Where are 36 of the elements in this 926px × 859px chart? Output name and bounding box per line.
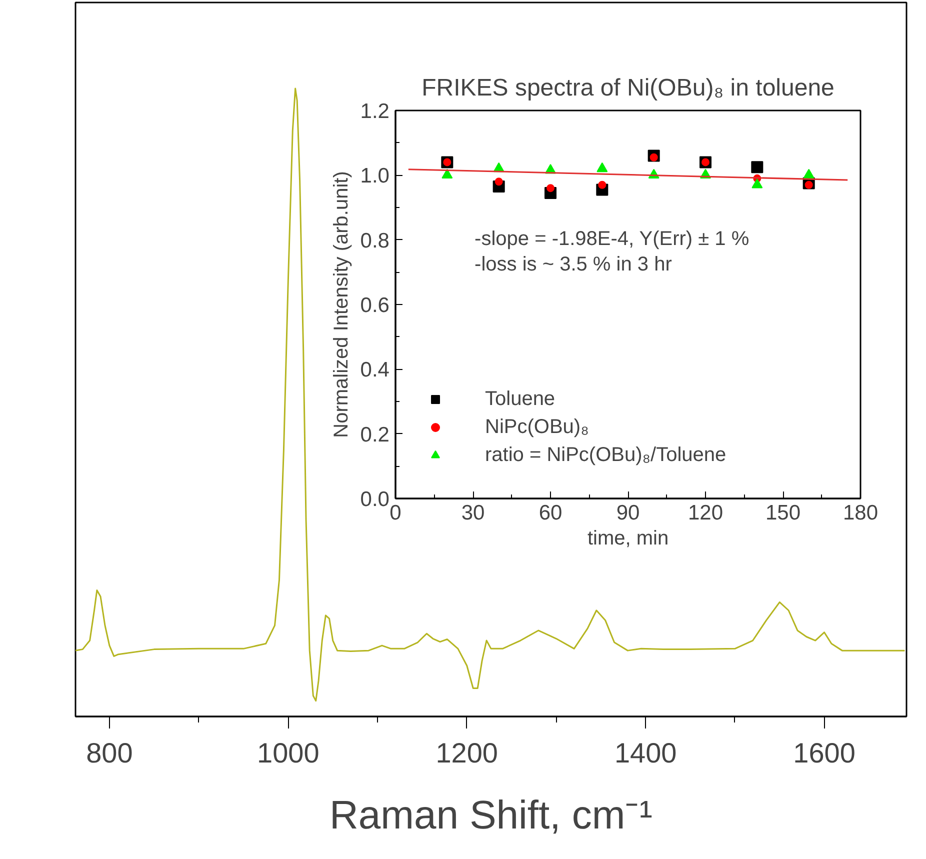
point	[546, 184, 554, 192]
x-tick-label: 60	[538, 502, 562, 524]
y-tick-label: 1.2	[360, 100, 390, 123]
point	[598, 180, 606, 189]
annotation: -loss is ~ 3.5 % in 3 hr	[474, 253, 672, 276]
x-tick-label: 0	[390, 502, 402, 524]
x-tick-label: 1600	[793, 738, 856, 768]
point	[596, 162, 608, 172]
x-tick-label: 1400	[614, 738, 677, 768]
legend-label: NiPc(OBu)₈	[485, 414, 589, 440]
x-tick-label: 1000	[257, 738, 320, 768]
legend-label: Toluene	[485, 386, 556, 412]
point	[752, 178, 763, 188]
x-axis-title: Raman Shift, cm⁻¹	[330, 794, 652, 838]
x-tick-label: 800	[86, 738, 133, 768]
y-tick-label: 0.6	[360, 294, 390, 317]
y-axis-title: Normalized Intensity (arb.unit)	[330, 171, 352, 438]
point	[751, 161, 764, 174]
point	[494, 178, 503, 186]
x-axis-title: time, min	[587, 528, 669, 550]
y-tick-label: 0.0	[360, 488, 390, 511]
chart-title: FRIKES spectra of Ni(OBu)₈ in toluene	[422, 74, 834, 102]
x-tick-label: 30	[461, 502, 485, 524]
x-tick-label: 90	[616, 502, 640, 524]
x-tick-label: 120	[688, 502, 724, 524]
annotation: -slope = -1.98E-4, Y(Err) ± 1 %	[474, 228, 750, 250]
y-tick-label: 0.4	[360, 358, 390, 382]
y-tick-label: 0.2	[360, 423, 390, 446]
y-tick-label: 1.0	[360, 164, 390, 188]
x-tick-label: 150	[765, 502, 801, 524]
y-tick-label: 0.8	[360, 229, 390, 252]
point	[803, 168, 814, 179]
legend-label: ratio = NiPc(OBu)₈/Toluene	[485, 442, 726, 468]
x-tick-label: 180	[842, 502, 878, 524]
point	[442, 168, 453, 179]
x-tick-label: 1200	[436, 738, 498, 768]
